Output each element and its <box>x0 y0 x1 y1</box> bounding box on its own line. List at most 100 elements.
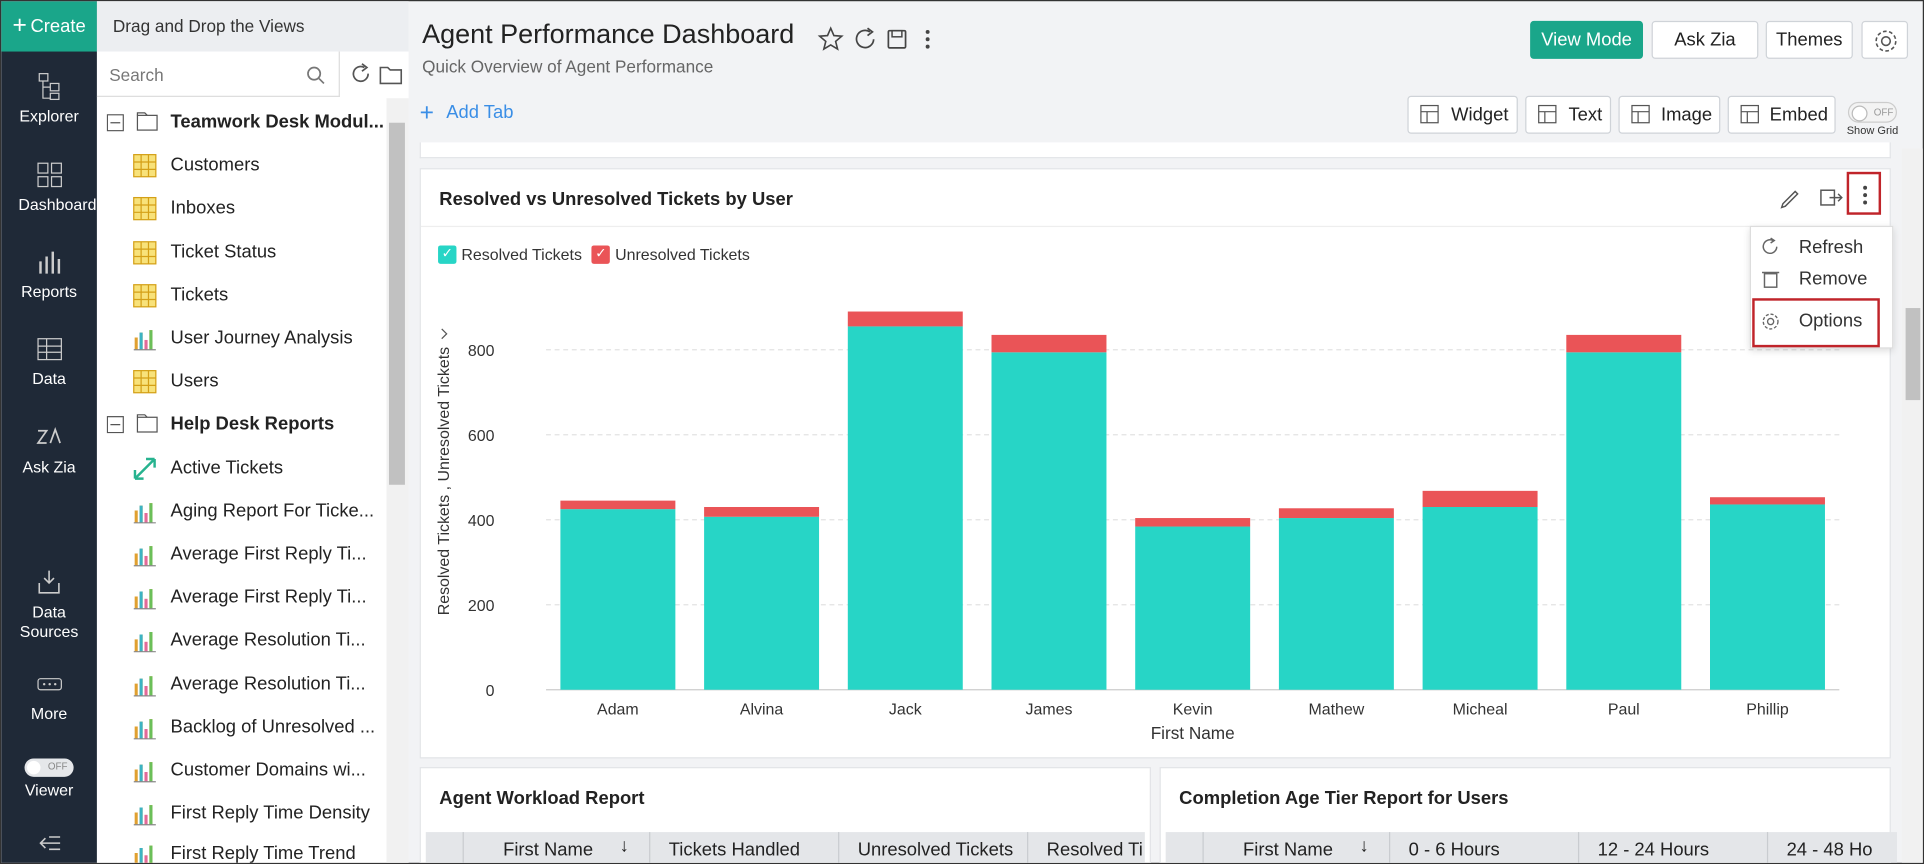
header-button[interactable]: Ask Zia <box>1651 20 1759 59</box>
folder-name[interactable]: Help Desk Reports <box>170 414 335 435</box>
column-header[interactable]: Tickets Handled <box>649 832 838 863</box>
main-scrollbar[interactable] <box>1901 148 1923 863</box>
create-label: Create <box>30 15 86 37</box>
view-icon <box>134 845 153 863</box>
widget-actions[interactable] <box>1776 182 1886 214</box>
nav-item[interactable]: Data <box>32 369 66 388</box>
view-name[interactable]: First Reply Time Density <box>170 802 371 824</box>
folder-icon <box>136 414 158 434</box>
bar-segment <box>1278 508 1394 519</box>
legend-swatch: ✓ <box>438 245 457 264</box>
view-name[interactable]: Backlog of Unresolved ... <box>170 716 376 738</box>
explorer-actions[interactable] <box>350 63 404 88</box>
bar-segment <box>1422 507 1538 690</box>
dashboard-title: Agent Performance Dashboard <box>422 18 795 50</box>
view-name[interactable]: First Reply Time Trend <box>170 843 356 864</box>
column-header[interactable]: First Name <box>462 832 650 863</box>
viewer-toggle[interactable]: OFF <box>24 758 74 777</box>
grid-toggle[interactable]: OFF <box>1847 101 1898 123</box>
bar-segment <box>704 516 820 690</box>
column-header[interactable]: 24 - 48 Ho <box>1766 832 1923 863</box>
legend-item[interactable]: ✓ Resolved Tickets <box>438 245 582 264</box>
folder-icon <box>136 112 158 131</box>
widget-title: Resolved vs Unresolved Tickets by User <box>439 188 793 210</box>
nav-icon <box>38 570 60 594</box>
y-tick-label: 200 <box>468 598 495 615</box>
sort-arrow: ↓ <box>619 835 629 857</box>
title-actions[interactable] <box>817 26 940 53</box>
chart-widget: Resolved vs Unresolved Tickets by User ✓… <box>419 168 1891 759</box>
column-header[interactable]: 12 - 24 Hours <box>1577 832 1767 863</box>
folder-name[interactable]: Teamwork Desk Modul... <box>170 111 384 133</box>
nav-item[interactable]: More <box>30 704 68 723</box>
bar-segment <box>560 509 676 690</box>
view-icon <box>133 240 157 264</box>
toolbar-button[interactable]: Text <box>1525 95 1612 134</box>
nav-icon <box>36 427 61 444</box>
view-icon <box>133 546 156 567</box>
x-tick-label: Jack <box>889 701 922 718</box>
view-name[interactable]: User Journey Analysis <box>170 327 353 349</box>
explorer-scrollbar[interactable] <box>386 98 409 863</box>
bar-segment <box>991 334 1107 353</box>
chart: 0 200 400 600 800 Resolved Tickets , Unresolv… <box>436 311 1840 743</box>
menu-item[interactable]: Remove <box>1798 268 1868 290</box>
view-name[interactable]: Tickets <box>170 284 229 306</box>
add-tab-label: Add Tab <box>446 101 514 123</box>
view-icon <box>133 718 156 740</box>
nav-item[interactable]: Ask Zia <box>22 457 76 477</box>
view-icon <box>133 502 156 524</box>
header-button[interactable]: Themes <box>1765 20 1853 59</box>
kebab-highlight <box>1846 171 1882 215</box>
search-box[interactable]: Search <box>96 51 340 97</box>
explorer-heading: Drag and Drop the Views <box>96 1 409 52</box>
bar-segment <box>1566 334 1682 353</box>
view-name[interactable]: Customers <box>170 154 260 176</box>
view-name[interactable]: Ticket Status <box>170 241 277 263</box>
nav-icon <box>38 73 60 101</box>
toolbar-button[interactable]: Widget <box>1407 95 1518 134</box>
nav-icon <box>37 338 62 361</box>
view-icon <box>133 675 156 696</box>
bar-segment <box>1278 518 1394 690</box>
menu-item[interactable]: Options <box>1798 310 1863 332</box>
view-icon <box>133 632 156 653</box>
nav-icon <box>39 251 61 274</box>
nav-item[interactable]: Dashboards <box>18 195 105 214</box>
legend-item[interactable]: ✓ Unresolved Tickets <box>591 245 750 264</box>
view-name[interactable]: Active Tickets <box>170 457 284 479</box>
bar-segment <box>1422 490 1538 508</box>
legend: ✓ Resolved Tickets ✓ Unresolved Tickets <box>438 245 750 264</box>
settings-button[interactable] <box>1861 20 1909 59</box>
column-header[interactable]: First Name <box>1202 832 1389 863</box>
column-header[interactable]: 0 - 6 Hours <box>1389 832 1578 863</box>
view-name[interactable]: Average Resolution Ti... <box>170 673 366 695</box>
toolbar-button[interactable]: Image <box>1618 95 1721 134</box>
x-tick-label: Adam <box>597 701 639 718</box>
view-icon <box>133 589 156 610</box>
menu-item[interactable]: Refresh <box>1798 236 1864 258</box>
column-header[interactable]: Resolved Ti <box>1027 832 1272 863</box>
view-name[interactable]: Inboxes <box>170 198 236 219</box>
view-name[interactable]: Average Resolution Ti... <box>170 630 366 651</box>
y-tick-label: 800 <box>468 343 495 360</box>
bar-segment <box>1135 518 1251 527</box>
view-name[interactable]: Users <box>170 370 219 392</box>
view-name[interactable]: Average First Reply Ti... <box>170 586 367 608</box>
x-tick-label: Mathew <box>1308 701 1364 718</box>
nav-item[interactable]: Data Sources <box>19 602 79 641</box>
nav-item[interactable]: Explorer <box>19 106 79 126</box>
column-header[interactable]: Unresolved Tickets <box>838 832 1027 863</box>
view-icon <box>133 762 156 783</box>
view-name[interactable]: Average First Reply Ti... <box>170 543 367 565</box>
toolbar-button[interactable]: Embed <box>1727 95 1836 134</box>
view-name[interactable]: Customer Domains wi... <box>170 759 366 781</box>
legend-label: Resolved Tickets <box>461 245 582 264</box>
create-button[interactable]: + Create <box>1 1 97 52</box>
add-tab[interactable]: + Add Tab <box>419 99 514 127</box>
header-button[interactable]: View Mode <box>1530 20 1644 59</box>
bar-segment <box>847 311 963 327</box>
collapse-toggle <box>106 114 124 132</box>
nav-item[interactable]: Reports <box>21 282 78 301</box>
view-name[interactable]: Aging Report For Ticke... <box>170 500 375 522</box>
